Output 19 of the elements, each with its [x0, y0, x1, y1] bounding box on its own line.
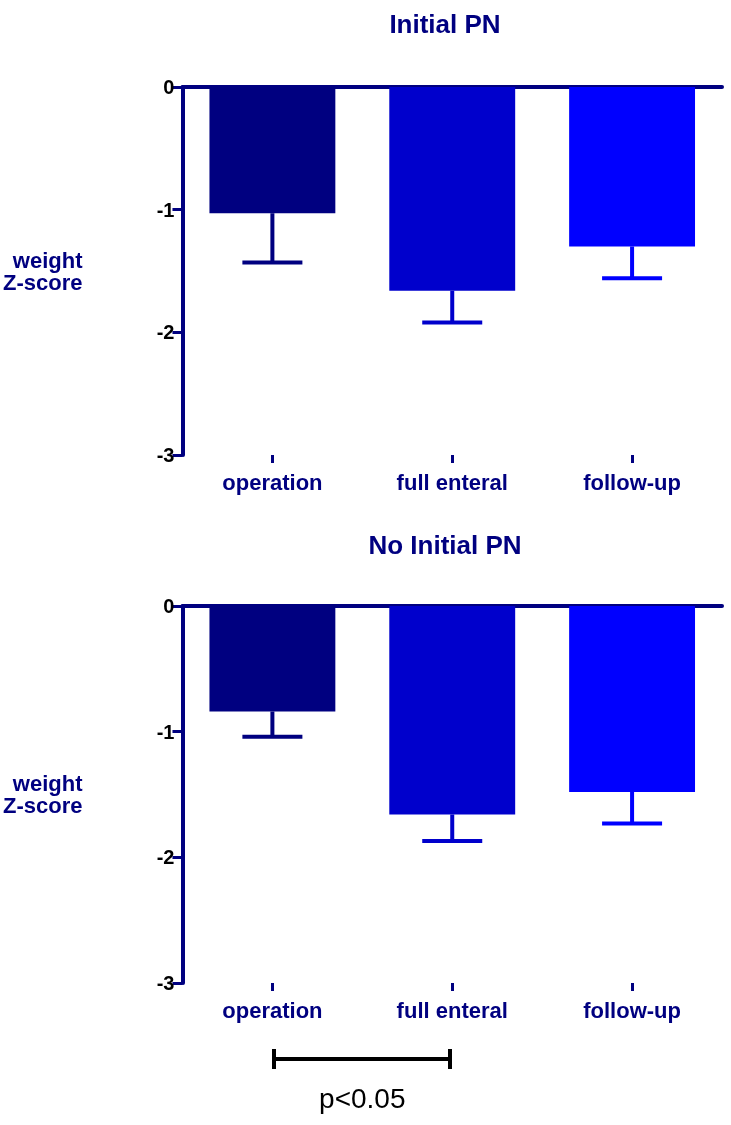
x-tick-label: operation — [222, 997, 323, 1023]
y-tick-label: -3 — [156, 972, 175, 994]
x-tick-label: full enteral — [396, 997, 508, 1023]
y-axis-title: weight Z-score — [2, 247, 84, 295]
x-tick-label: follow-up — [583, 997, 681, 1023]
y-tick-label: 0 — [163, 76, 175, 98]
x-tick-label: follow-up — [583, 469, 681, 495]
y-tick-label: 0 — [163, 595, 175, 617]
y-axis-title: weight Z-score — [2, 771, 84, 818]
chart-title: No Initial PN — [368, 530, 522, 560]
x-tick-label: operation — [222, 469, 323, 495]
text: p<0.05 — [318, 1083, 407, 1115]
y-tick-label: -1 — [156, 198, 175, 221]
y-tick-label: -3 — [156, 444, 175, 466]
y-tick-label: -2 — [156, 846, 175, 869]
chart-title: Initial PN — [389, 9, 501, 39]
y-tick-label: -1 — [156, 720, 175, 743]
y-tick-label: -2 — [156, 321, 175, 344]
x-tick-label: full enteral — [396, 469, 508, 495]
